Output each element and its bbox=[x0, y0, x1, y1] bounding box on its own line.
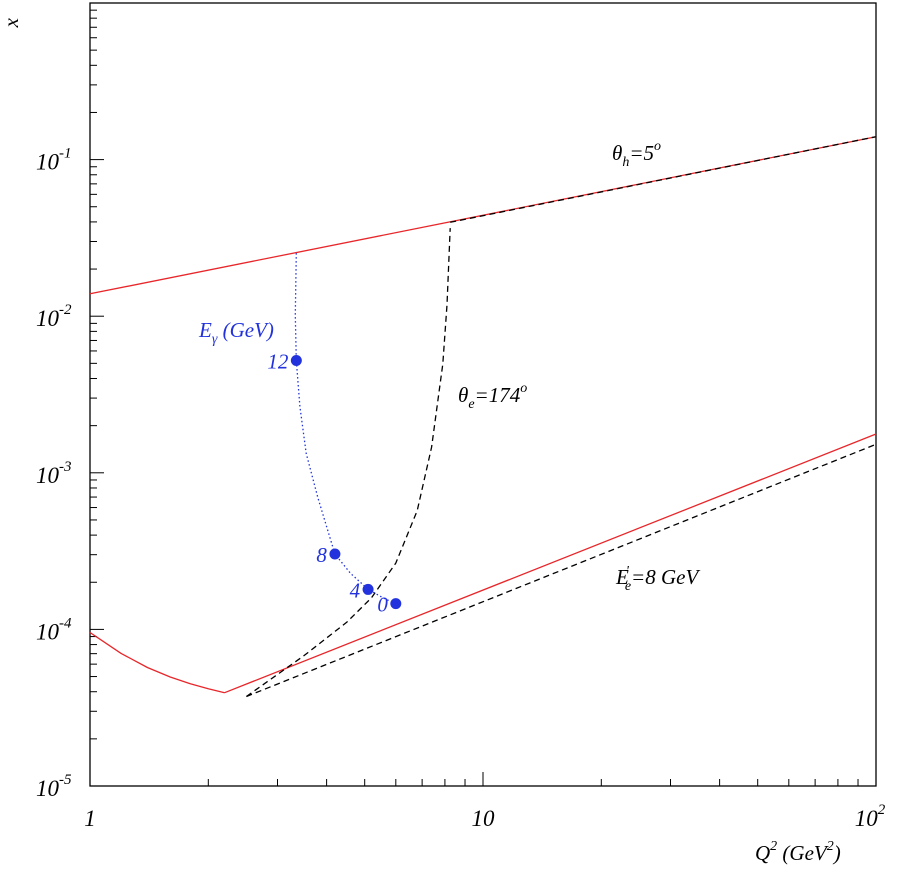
svg-text:Eγ (GeV): Eγ (GeV) bbox=[198, 318, 274, 347]
annotation-e-e: E' e=8 GeV bbox=[615, 564, 700, 594]
y-tick-label: 10-5 bbox=[36, 772, 72, 801]
y-tick-label: 10-1 bbox=[36, 146, 72, 175]
x-axis-title: Q2 (GeV2) bbox=[755, 839, 841, 865]
annotation-theta-h: θh=5o bbox=[612, 139, 661, 170]
labels-layer: 1 10 102 10-1 10-2 10-3 10-4 10-5 bbox=[36, 146, 886, 831]
point-label-8: 8 bbox=[316, 543, 327, 567]
x-tick-label: 10 bbox=[472, 806, 496, 831]
svg-text:θe=174o: θe=174o bbox=[458, 381, 527, 412]
point-label-0: 0 bbox=[377, 593, 388, 617]
svg-text:E'e=8 GeV: E' e=8 GeV bbox=[615, 564, 700, 594]
series-layer bbox=[89, 136, 877, 698]
series-line-7 bbox=[294, 253, 397, 605]
axis-ticks bbox=[90, 9, 859, 786]
y-tick-label: 10-3 bbox=[36, 459, 72, 488]
series-line-6 bbox=[450, 136, 877, 223]
series-line-3 bbox=[224, 433, 877, 694]
series-line-5 bbox=[246, 228, 451, 698]
svg-text:Q2 (GeV2): Q2 (GeV2) bbox=[755, 839, 841, 865]
annotation-e-gamma: Eγ (GeV) bbox=[198, 318, 274, 347]
series-line-2 bbox=[89, 631, 225, 694]
x-tick-label: 1 bbox=[84, 806, 96, 831]
point-0 bbox=[390, 598, 402, 610]
point-4 bbox=[362, 583, 374, 595]
y-tick-label: 10-2 bbox=[36, 302, 72, 331]
series-line-4 bbox=[246, 443, 877, 698]
point-12 bbox=[290, 355, 302, 367]
x-tick-label: 102 bbox=[855, 802, 886, 831]
y-tick-label: 10-4 bbox=[36, 615, 72, 644]
point-label-12: 12 bbox=[267, 350, 289, 374]
y-axis-title: x bbox=[0, 17, 23, 28]
point-8 bbox=[329, 548, 341, 560]
points-layer: 12 840 bbox=[267, 350, 402, 617]
svg-text:θh=5o: θh=5o bbox=[612, 139, 661, 170]
point-label-4: 4 bbox=[350, 578, 361, 602]
annotation-theta-e: θe=174o bbox=[458, 381, 527, 412]
